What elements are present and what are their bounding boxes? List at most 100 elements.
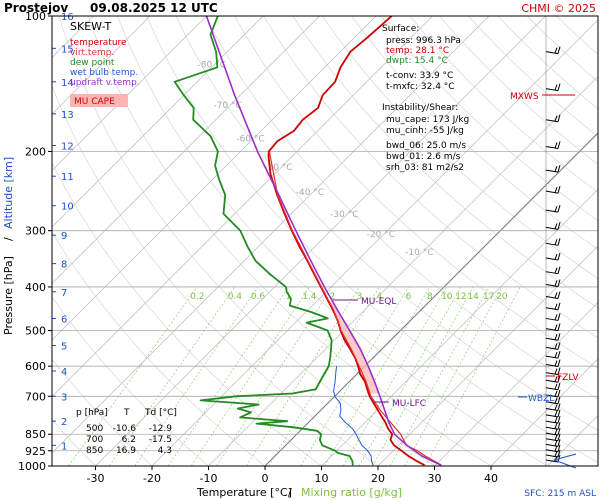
isotherm-label: -50 °C	[264, 163, 292, 173]
mixing-ratio-label: 4	[377, 292, 383, 302]
sfc-label: SFC: 215 m ASL	[524, 489, 596, 499]
x-tick-label: 20	[371, 472, 385, 485]
level-markers: MXWS FZLV WBZL MU-EQL MU-LFC	[333, 92, 579, 409]
dry-adiabat	[52, 162, 322, 466]
x-axis-separator: /	[288, 486, 292, 499]
isotherm	[52, 16, 207, 171]
altitude-label: 12	[61, 142, 74, 153]
bwd-06: bwd_06: 25.0 m/s	[386, 141, 466, 151]
table-header-p: p [hPa]	[76, 408, 108, 418]
x-tick-label: -30	[87, 472, 105, 485]
dry-adiabat	[351, 16, 598, 250]
isotherm	[52, 16, 151, 115]
isotherm	[208, 76, 598, 466]
x-axis-label-mixing: Mixing ratio [g/kg]	[301, 486, 402, 499]
mixing-ratio-label: 0.4	[228, 292, 243, 302]
altitude-label: 8	[61, 260, 67, 271]
surface-wind-vector	[553, 453, 577, 461]
isotherm-label: -10 °C	[405, 248, 433, 258]
table-row-700-p: 700	[86, 435, 103, 445]
mixing-ratio-label: 12	[455, 292, 466, 302]
table-row-700-td: -17.5	[149, 435, 172, 445]
isotherm	[52, 16, 490, 454]
wind-barb	[545, 367, 561, 376]
legend-temperature: temperature	[70, 38, 127, 48]
wind-barb	[545, 444, 561, 453]
wind-barb	[545, 351, 561, 359]
x-tick-label: 10	[315, 472, 329, 485]
y-tick-label: 925	[25, 445, 46, 458]
y-axis-label-pressure: Pressure [hPa]	[2, 256, 15, 335]
x-tick-label: 0	[262, 472, 269, 485]
wind-barb	[545, 252, 561, 261]
mixing-ratio-line	[109, 286, 236, 466]
series-wet-bulb-temp-	[333, 366, 374, 466]
x-tick-label: 40	[484, 472, 498, 485]
dry-adiabat	[263, 16, 598, 339]
x-tick-label: -10	[200, 472, 218, 485]
y-tick-label: 700	[25, 390, 46, 403]
legend-title: SKEW-T	[70, 20, 112, 33]
mu-cinh-value: mu_cinh: -55 J/kg	[386, 126, 464, 136]
mixing-ratio-line	[216, 286, 333, 466]
wind-barb	[545, 375, 561, 383]
isotherm	[52, 16, 377, 341]
y-tick-label: 200	[25, 145, 46, 158]
mixing-ratio-label: 0.6	[251, 292, 266, 302]
series-updraft-v-temp-	[205, 16, 442, 466]
levels-table: p [hPa] T Td [°C] 500 -10.6 -12.9 700 6.…	[76, 408, 177, 456]
dry-adiabat	[175, 16, 598, 431]
dry-adiabat	[234, 16, 598, 369]
wind-barb	[545, 83, 561, 92]
altitude-label: 1	[61, 441, 67, 452]
wind-barb	[545, 313, 561, 321]
mixing-ratio-label: 10	[441, 292, 453, 302]
isotherm	[547, 415, 598, 466]
y-axis-label-altitude: Altitude [km]	[2, 157, 15, 229]
y-tick-label: 500	[25, 325, 46, 338]
cape-shading	[328, 301, 379, 394]
mixing-ratio-label: 1.4	[302, 292, 317, 302]
wind-barb	[545, 291, 561, 299]
mixing-ratio-label: 0.2	[190, 292, 204, 302]
wbzl-marker: WBZL	[528, 394, 554, 404]
surface-press: press: 996.3 hPa	[386, 36, 461, 46]
mixing-ratio-line	[404, 286, 503, 466]
dry-adiabat	[556, 16, 598, 55]
altitude-label: 15	[61, 44, 74, 55]
altitude-label: 14	[61, 78, 74, 89]
srh-03: srh_03: 81 m2/s2	[386, 163, 464, 173]
t-mxfc: t-mxfc: 32.4 °C	[386, 82, 455, 92]
wind-barb	[545, 342, 561, 350]
mixing-ratio-line	[268, 286, 380, 466]
mixing-ratio-label: 14	[467, 292, 479, 302]
mu-lfc-marker: MU-LFC	[392, 399, 426, 409]
bwd-01: bwd_01: 2.6 m/s	[386, 152, 461, 162]
altitude-label: 13	[61, 110, 74, 121]
isotherm-label: -30 °C	[330, 210, 358, 220]
isotherm-label: -20 °C	[367, 230, 395, 240]
isotherm	[95, 16, 546, 466]
table-row-850-td: 4.3	[158, 446, 172, 456]
y-axis-title: Pressure [hPa] / Altitude [km]	[2, 157, 15, 335]
wind-barb	[545, 238, 561, 246]
datetime: 09.08.2025 12 UTC	[90, 1, 218, 15]
wind-barb	[545, 382, 561, 391]
isotherm-label: -80 °C	[198, 60, 226, 70]
y-tick-label: 400	[25, 281, 46, 294]
wind-barb	[545, 359, 561, 368]
y-tick-label: 600	[25, 360, 46, 373]
isotherm-label: -40 °C	[296, 188, 324, 198]
wind-barb	[545, 389, 561, 398]
table-row-700-t: 6.2	[122, 435, 136, 445]
series-dew-point	[173, 16, 354, 466]
mixing-ratio-line	[134, 286, 259, 466]
legend-virtual-temp: virt.temp.	[70, 48, 114, 58]
mu-cape-area	[328, 301, 379, 394]
x-axis-title: Temperature [°C] / Mixing ratio [g/kg]	[196, 486, 402, 499]
mixing-ratio-label: 2	[329, 292, 335, 302]
table-row-850-t: 16.9	[116, 446, 136, 456]
legend-dew-point: dew point	[70, 58, 115, 68]
isotherm	[264, 132, 598, 466]
